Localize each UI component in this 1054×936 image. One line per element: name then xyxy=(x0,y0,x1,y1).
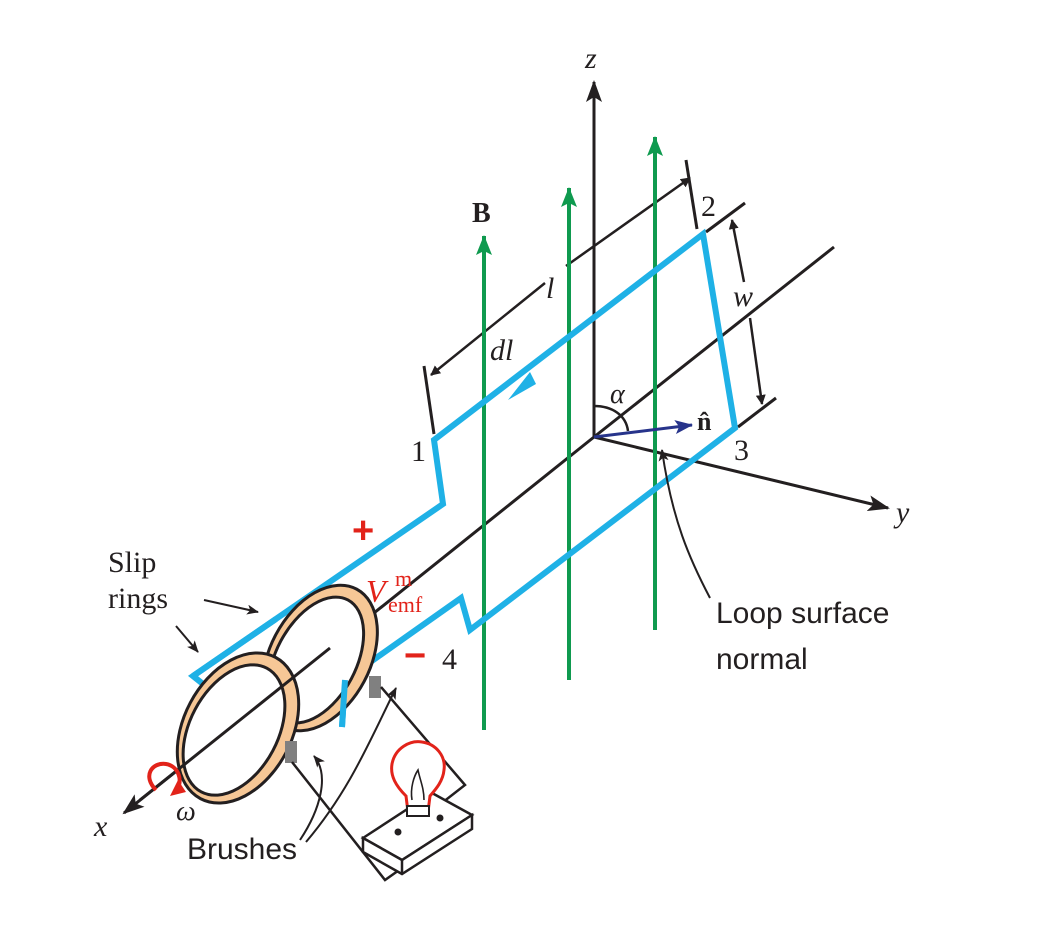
corner-3-label: 3 xyxy=(734,434,749,467)
rotation-axis-back xyxy=(593,245,835,439)
x-axis-label: x xyxy=(93,810,108,843)
brush-front xyxy=(285,741,297,763)
width-tick-bottom xyxy=(737,396,777,429)
slip-ring-front-inner xyxy=(181,663,287,797)
rotation-arrow-icon xyxy=(147,761,182,794)
alpha-label: α xyxy=(610,379,626,410)
length-tick-left xyxy=(422,365,436,435)
n-hat-label: n̂ xyxy=(697,407,712,436)
dimension-lines xyxy=(422,159,777,435)
wire-lead-rear xyxy=(339,679,348,728)
brush-pointer-rear xyxy=(305,687,397,843)
slip-rings-label-line2: rings xyxy=(108,582,168,615)
length-arrow-right xyxy=(565,176,691,268)
bulb-icon xyxy=(390,740,446,814)
external-circuit xyxy=(291,686,475,882)
corner-2-label: 2 xyxy=(701,190,716,223)
minus-label: − xyxy=(404,635,426,677)
brushes-label: Brushes xyxy=(187,833,297,866)
alpha-angle-arc xyxy=(593,404,630,432)
z-axis-label: z xyxy=(584,42,597,75)
width-tick-top xyxy=(705,201,746,234)
b-field-label: B xyxy=(472,198,491,229)
width-arrow-down xyxy=(748,317,766,405)
length-label: l xyxy=(546,272,554,305)
loop-normal-label-line1: Loop surface xyxy=(716,597,889,630)
bulb-filament xyxy=(410,767,425,801)
normal-vector xyxy=(593,420,693,439)
terminal-left xyxy=(394,828,402,836)
bulb-socket xyxy=(406,805,430,817)
slip-ring-pointer-rear xyxy=(203,599,259,615)
omega-label: ω xyxy=(176,796,196,827)
y-axis xyxy=(593,435,890,512)
x-axis-through-rings xyxy=(139,646,331,802)
magnetic-field-arrows xyxy=(476,136,663,730)
rotation-arrowhead xyxy=(170,780,186,796)
brush-rear xyxy=(369,676,381,698)
loop-normal-pointer xyxy=(658,449,711,599)
corner-1-label: 1 xyxy=(411,435,426,468)
text-labels: z y x B l dl w α n̂ 1 2 3 4 + − V m emf … xyxy=(93,42,910,866)
length-tick-right xyxy=(684,159,699,230)
slip-rings-label-line1: Slip xyxy=(108,546,156,579)
y-axis-label: y xyxy=(893,496,910,529)
v-emf-superscript: m xyxy=(395,566,412,591)
v-emf-subscript: emf xyxy=(388,592,423,617)
length-arrow-left xyxy=(430,282,546,376)
loop-normal-label-line2: normal xyxy=(716,643,808,676)
corner-4-label: 4 xyxy=(442,643,457,676)
slip-rings xyxy=(139,583,381,805)
width-label: w xyxy=(733,280,753,313)
brush-pointer-front xyxy=(299,755,325,841)
plus-label: + xyxy=(352,510,374,552)
circuit-wire-rear xyxy=(380,686,467,807)
normal-vector-group xyxy=(593,404,711,599)
terminal-right xyxy=(436,814,444,822)
wire-lead-front xyxy=(191,616,278,679)
rotation-indicator xyxy=(147,761,186,796)
width-arrow-up xyxy=(728,219,746,283)
v-emf-symbol: V xyxy=(366,573,389,609)
current-direction-arrowhead xyxy=(508,372,536,400)
dl-label: dl xyxy=(490,334,513,367)
callout-pointers xyxy=(175,599,397,843)
slip-ring-pointer-front xyxy=(175,625,199,653)
